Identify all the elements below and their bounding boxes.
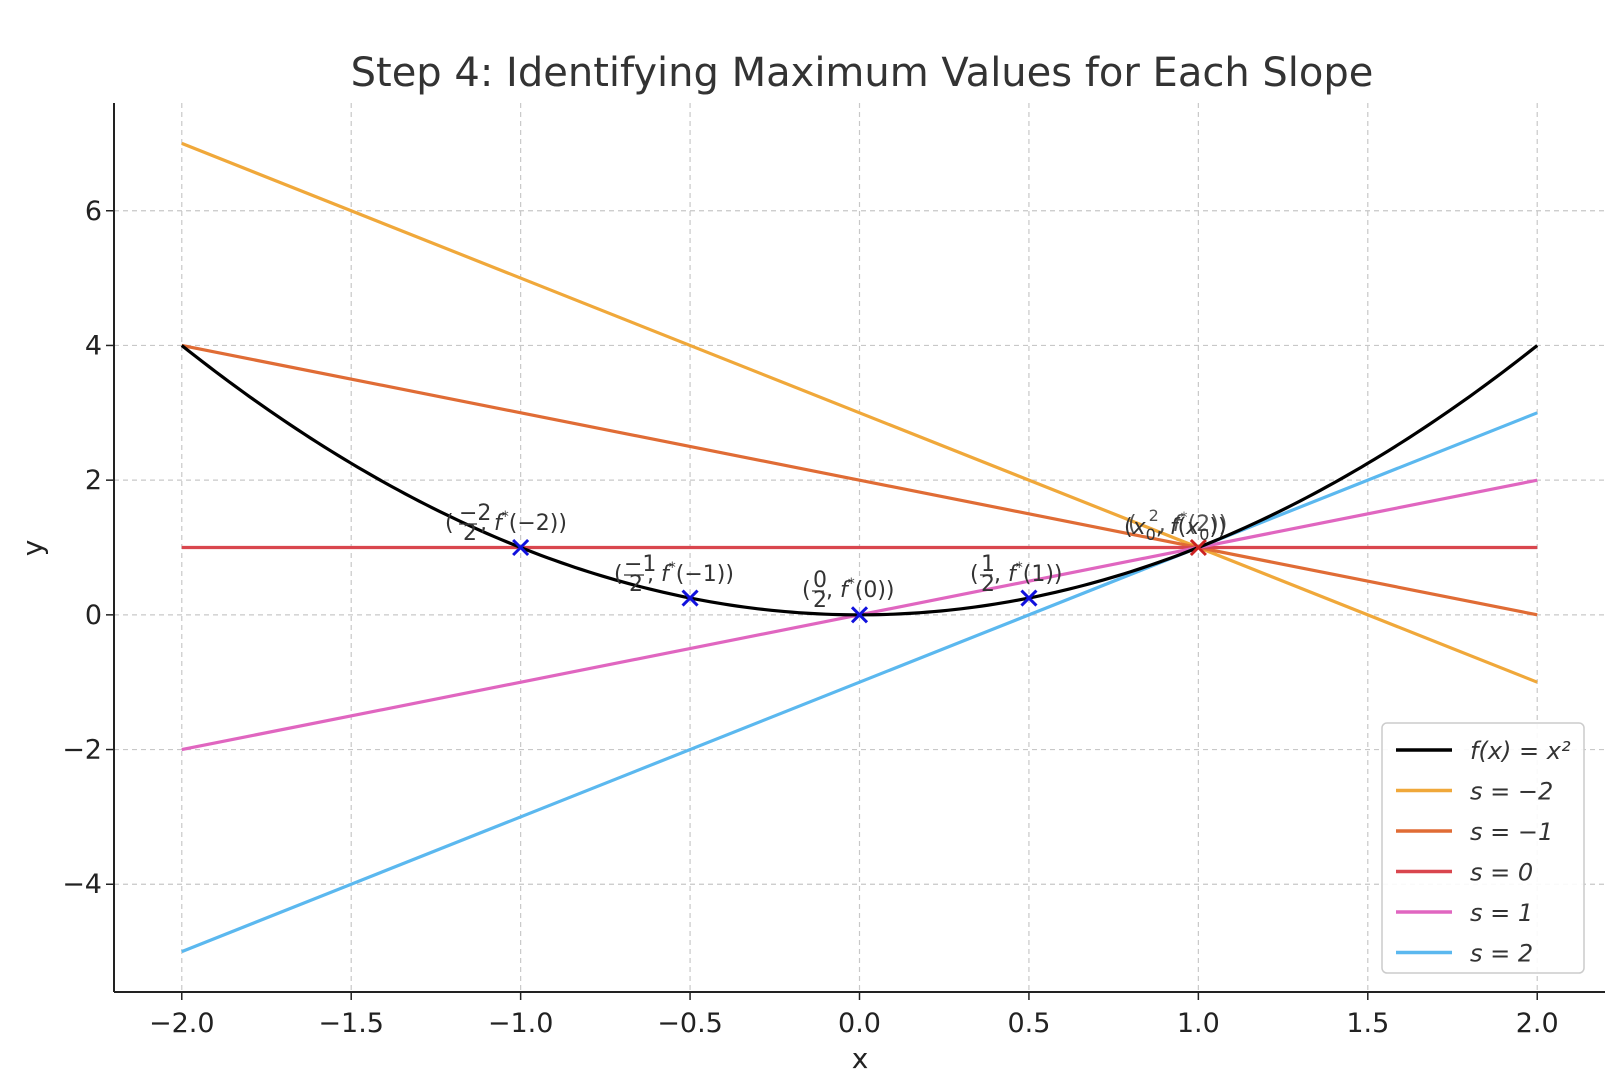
annotation-x0: (x0, f(x0)) (2, f*(2)) [1124, 506, 1227, 544]
svg-text:2: 2 [981, 572, 995, 597]
legend-label-0: f(x) = x² [1470, 737, 1571, 765]
svg-text:(: ( [970, 562, 979, 587]
svg-text:, f*(0)): , f*(0)) [826, 576, 895, 603]
x-tick-label: 2.0 [1516, 1008, 1559, 1039]
marker-4 [1189, 538, 1207, 557]
x-tick-label: 0.5 [1007, 1008, 1050, 1039]
marker-1 [681, 589, 699, 607]
y-tick-label: 6 [85, 196, 102, 227]
svg-text:−1: −1 [624, 552, 656, 577]
svg-text:(x0, f(x0)): (x0, f(x0)) [1124, 515, 1227, 544]
legend-label-5: s = 2 [1470, 940, 1533, 968]
x-tick-label: 1.5 [1346, 1008, 1389, 1039]
x-tick-label: −2.0 [149, 1008, 215, 1039]
marker-3 [1020, 589, 1038, 607]
chart-title: Step 4: Identifying Maximum Values for E… [351, 50, 1374, 96]
x-tick-label: −1.5 [318, 1008, 384, 1039]
svg-text:, f*(−2)): , f*(−2)) [480, 509, 567, 536]
x-tick-label: 1.0 [1177, 1008, 1220, 1039]
legend-label-1: s = −2 [1470, 778, 1553, 806]
svg-text:, f*(1)): , f*(1)) [994, 560, 1063, 587]
legend-label-4: s = 1 [1470, 899, 1533, 927]
series-line-0 [181, 141, 1538, 684]
svg-text:1: 1 [981, 552, 995, 577]
annotation-1: ( 1 2 , f*(1)) [970, 552, 1063, 597]
x-axis-label: x [852, 1042, 869, 1075]
series-line-4 [181, 411, 1538, 954]
y-tick-label: 0 [85, 600, 102, 631]
markers [512, 538, 1207, 624]
series-line-1 [181, 343, 1538, 617]
x-tick-label: 0.0 [838, 1008, 881, 1039]
y-axis-label: y [16, 540, 49, 557]
svg-text:2: 2 [463, 521, 477, 546]
svg-text:−2: −2 [459, 501, 491, 526]
svg-text:2: 2 [813, 588, 827, 613]
svg-text:, f*(−1)): , f*(−1)) [647, 560, 734, 587]
legend-label-3: s = 0 [1470, 859, 1533, 887]
marker-0 [512, 538, 530, 557]
marker-2 [850, 606, 869, 624]
y-tick-label: 2 [85, 465, 102, 496]
legend-label-2: s = −1 [1470, 818, 1553, 846]
x-tick-label: −1.0 [488, 1008, 554, 1039]
annotation-m2: ( −2 2 , f*(−2)) [445, 501, 567, 546]
svg-text:2: 2 [629, 572, 643, 597]
y-tick-label: 4 [85, 330, 102, 361]
svg-text:(: ( [802, 578, 811, 603]
svg-text:(: ( [445, 511, 454, 536]
annotation-m1: ( −1 2 , f*(−1)) [614, 552, 734, 597]
svg-text:(: ( [614, 562, 623, 587]
marker-annotations: ( −2 2 , f*(−2)) ( −1 2 , f*(−1)) ( 0 2 … [445, 501, 1227, 613]
annotation-0: ( 0 2 , f*(0)) [802, 568, 895, 613]
legend: f(x) = x² s = −2 s = −1 s = 0 s = 1 s = 2 [1381, 722, 1585, 974]
y-tick-label: −2 [62, 735, 102, 766]
x-tick-label: −0.5 [657, 1008, 723, 1039]
y-tick-label: −4 [62, 869, 102, 900]
svg-text:0: 0 [813, 568, 827, 593]
